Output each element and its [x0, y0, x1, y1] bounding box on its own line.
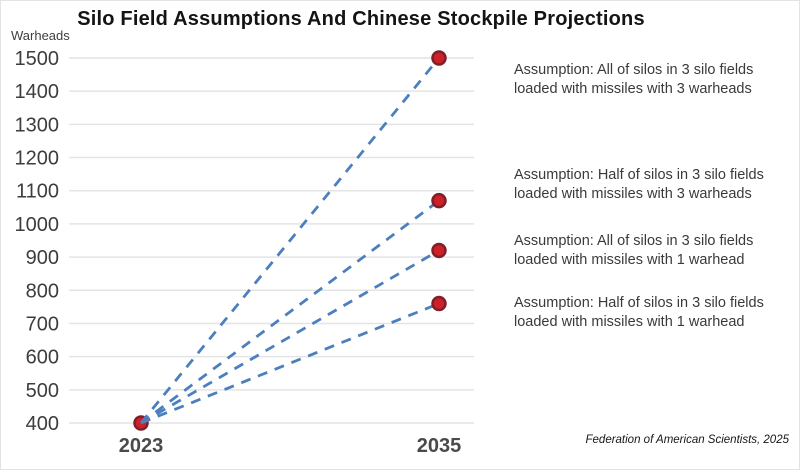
y-tick-label: 1500 — [15, 48, 60, 70]
data-point — [431, 295, 447, 312]
y-tick-label: 1000 — [15, 214, 60, 236]
y-tick-label: 1100 — [16, 181, 59, 203]
x-tick-label: 2023 — [119, 435, 164, 457]
projection-line — [140, 249, 440, 425]
y-tick-label: 700 — [26, 313, 59, 335]
y-tick-label: 1200 — [15, 148, 60, 170]
y-tick-label: 1400 — [15, 81, 60, 103]
y-tick-label: 800 — [26, 280, 59, 302]
annotation: Assumption: All of silos in 3 silo field… — [514, 232, 799, 270]
annotation-line: Assumption: Half of silos in 3 silo fiel… — [514, 295, 764, 311]
annotation: Assumption: All of silos in 3 silo field… — [514, 61, 799, 99]
chart-title: Silo Field Assumptions And Chinese Stock… — [77, 8, 645, 30]
annotation: Assumption: Half of silos in 3 silo fiel… — [514, 294, 799, 332]
annotation-line: Assumption: Half of silos in 3 silo fiel… — [514, 167, 764, 183]
y-axis-unit-label: Warheads — [11, 28, 70, 43]
data-point — [431, 192, 447, 209]
chart-canvas: 400 500 600 700 800 900 1000 1100 1200 1300 1400 15… — [15, 48, 474, 457]
x-tick-label: 2035 — [417, 435, 462, 457]
projection-line — [139, 57, 441, 424]
data-point — [431, 242, 447, 259]
annotation-line: loaded with missiles with 3 warheads — [514, 186, 752, 202]
annotation: Assumption: Half of silos in 3 silo fiel… — [514, 166, 799, 204]
data-point — [431, 50, 447, 66]
annotation-line: Assumption: All of silos in 3 silo field… — [514, 62, 754, 78]
y-tick-label: 1300 — [15, 114, 60, 136]
source-attribution: Federation of American Scientists, 2025 — [585, 434, 790, 446]
y-tick-label: 500 — [26, 380, 59, 402]
annotation-line: loaded with missiles with 1 warhead — [514, 252, 745, 268]
projection-line — [140, 199, 440, 425]
y-tick-label: 600 — [26, 347, 59, 369]
annotation-line: loaded with missiles with 1 warhead — [514, 314, 745, 330]
annotation-line: loaded with missiles with 3 warheads — [514, 81, 752, 97]
y-tick-label: 400 — [26, 413, 59, 435]
projection-line — [140, 302, 440, 425]
annotation-line: Assumption: All of silos in 3 silo field… — [514, 233, 754, 249]
y-tick-label: 900 — [26, 247, 59, 269]
